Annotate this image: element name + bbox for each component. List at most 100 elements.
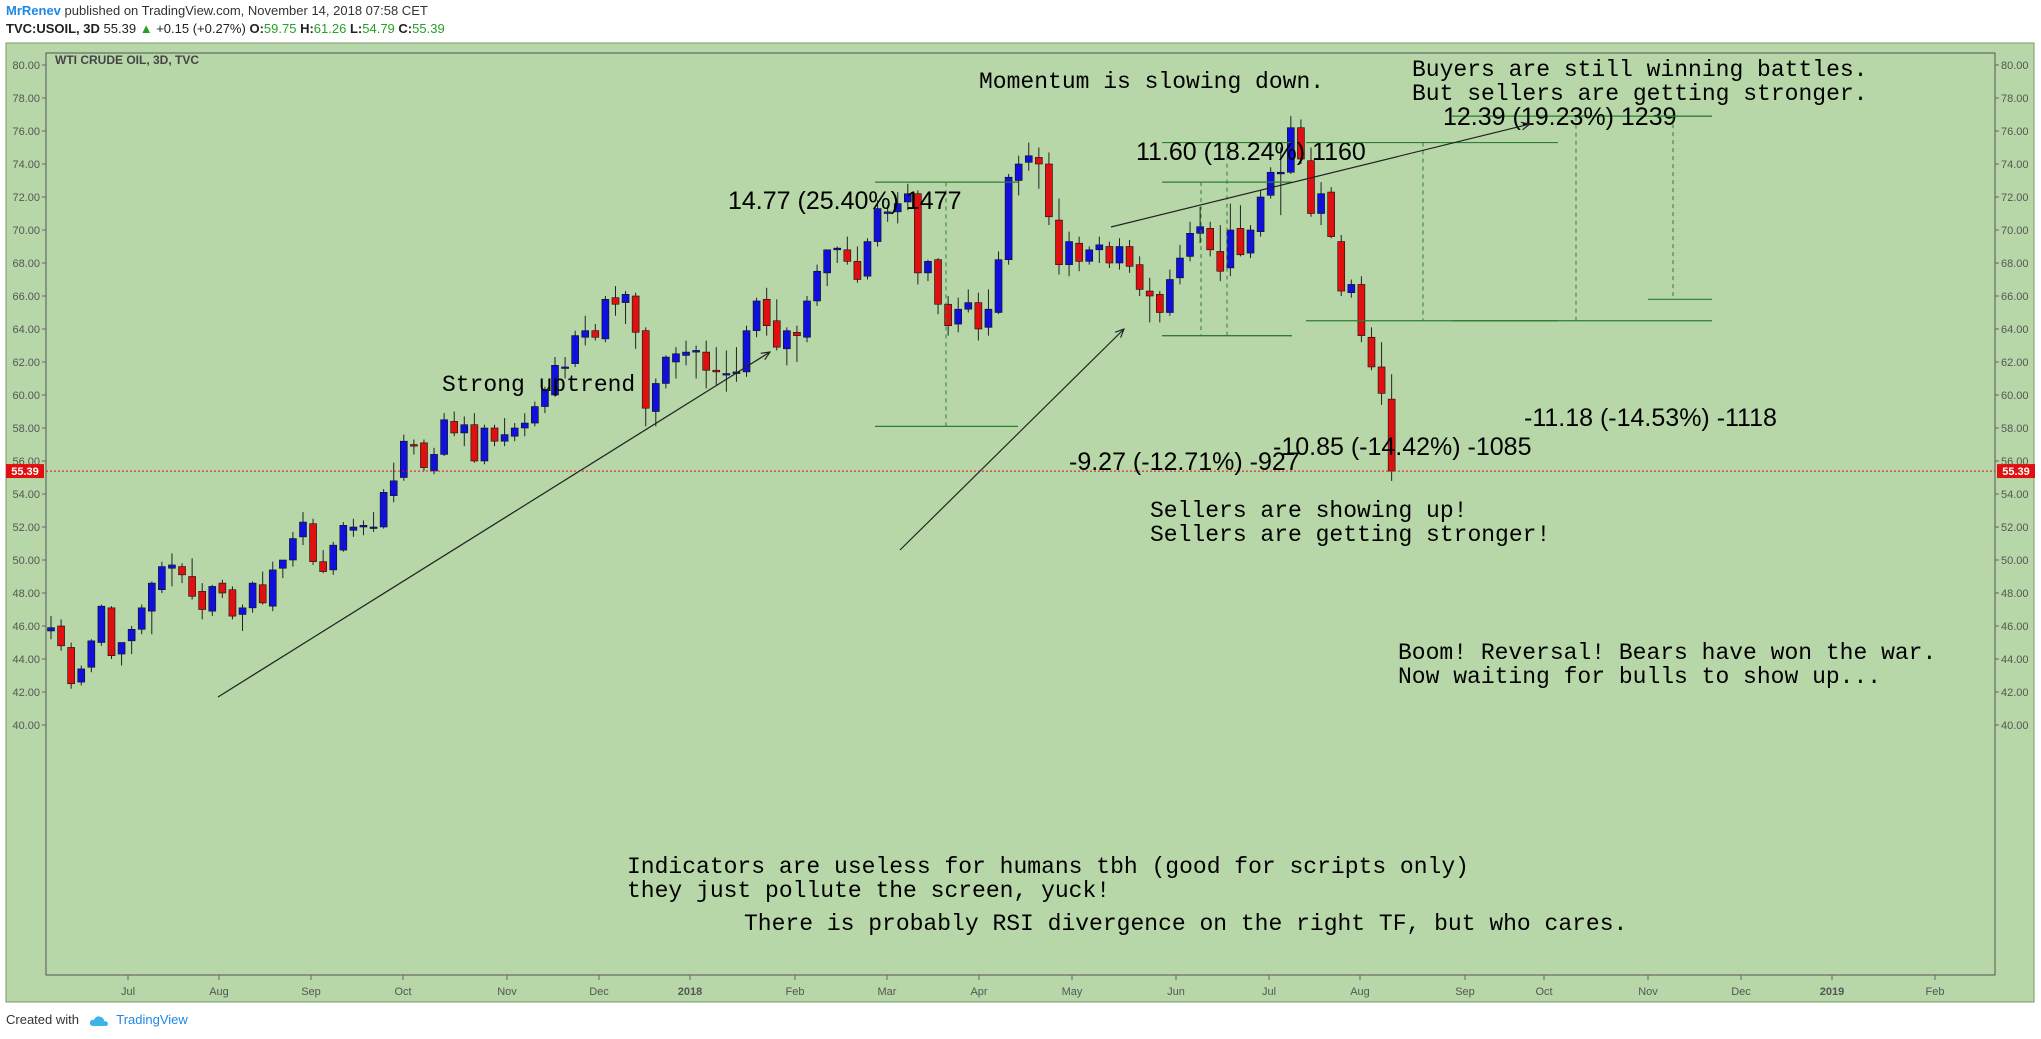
candle-body bbox=[621, 294, 630, 303]
candle bbox=[783, 327, 791, 366]
candle-body bbox=[722, 373, 731, 376]
candle-body bbox=[178, 566, 186, 576]
candle-body bbox=[1216, 251, 1225, 272]
author-link[interactable]: MrRenev bbox=[6, 3, 61, 18]
candle bbox=[127, 626, 136, 655]
tradingview-link[interactable]: TradingView bbox=[116, 1012, 188, 1027]
candle-body bbox=[581, 330, 590, 338]
chart-title: WTI CRUDE OIL, 3D, TVC bbox=[55, 53, 199, 67]
candle bbox=[1115, 238, 1124, 270]
candle bbox=[1125, 239, 1134, 273]
candle-body bbox=[823, 249, 831, 274]
x-tick-label: Oct bbox=[1535, 986, 1552, 998]
candle-body bbox=[198, 591, 206, 610]
y-tick-label: 62.00 bbox=[2001, 357, 2029, 369]
annotations: Momentum is slowing down. Buyers are stil… bbox=[442, 57, 1936, 937]
candle-body bbox=[379, 492, 388, 528]
candle bbox=[1297, 119, 1305, 164]
candle-body bbox=[1156, 294, 1164, 313]
price-chart[interactable]: WTI CRUDE OIL, 3D, TVC 40.00 40.00 42.00 42… bbox=[0, 40, 2041, 1005]
candle bbox=[1065, 231, 1073, 277]
candle bbox=[460, 416, 469, 447]
candle bbox=[994, 251, 1003, 315]
tradingview-cloud-icon bbox=[89, 1015, 108, 1026]
candle bbox=[1287, 116, 1295, 174]
last-price-badge-right bbox=[1997, 464, 2035, 479]
y-tick-label: 78.00 bbox=[12, 93, 40, 105]
candle bbox=[954, 297, 963, 333]
candle bbox=[944, 296, 952, 336]
measure-label: 14.77 (25.40%) 1477 bbox=[728, 187, 962, 215]
annotation-text: Sellers are getting stronger! bbox=[1150, 522, 1550, 548]
candle bbox=[258, 571, 267, 605]
publish-line: MrRenev published on TradingView.com, No… bbox=[6, 3, 428, 18]
y-tick-label: 68.00 bbox=[2001, 258, 2029, 270]
candle bbox=[1035, 147, 1043, 189]
candle-body bbox=[1145, 290, 1154, 297]
low-value: 54.79 bbox=[362, 21, 395, 36]
candle-body bbox=[490, 427, 499, 442]
candle bbox=[1307, 147, 1315, 217]
x-tick-label: Jul bbox=[1262, 986, 1276, 998]
candle bbox=[137, 604, 146, 635]
y-tick-label: 78.00 bbox=[2001, 93, 2029, 105]
candle bbox=[198, 583, 206, 620]
candle bbox=[893, 192, 902, 224]
candle bbox=[1095, 236, 1104, 263]
candle bbox=[410, 439, 418, 455]
y-tick-label: 48.00 bbox=[2001, 588, 2029, 600]
candle-body bbox=[87, 640, 96, 668]
candle-body bbox=[248, 582, 257, 609]
candle-body bbox=[1186, 233, 1194, 257]
y-tick-label: 40.00 bbox=[12, 720, 40, 732]
x-tick-label: 2019 bbox=[1820, 986, 1844, 998]
candle bbox=[793, 325, 801, 362]
candle-body bbox=[994, 259, 1003, 313]
candle-body bbox=[57, 625, 65, 647]
candle-body bbox=[127, 628, 136, 642]
candle-body bbox=[289, 538, 297, 561]
candle-body bbox=[228, 589, 237, 617]
candle-body bbox=[984, 308, 993, 328]
candle-body bbox=[531, 406, 539, 424]
candle-body bbox=[329, 544, 338, 571]
y-tick-label: 74.00 bbox=[12, 159, 40, 171]
x-tick-label: Sep bbox=[301, 986, 321, 998]
high-value: 61.26 bbox=[313, 21, 347, 36]
measure-tool: -11.18 (-14.53%) -1118 bbox=[1524, 115, 1777, 432]
plot-area[interactable] bbox=[45, 52, 1996, 976]
x-tick-label: Oct bbox=[394, 986, 411, 998]
candle-body bbox=[662, 356, 670, 384]
y-tick-label: 64.00 bbox=[12, 324, 40, 336]
close-value: 55.39 bbox=[412, 21, 445, 36]
candle bbox=[399, 434, 408, 481]
y-tick-label: 70.00 bbox=[2001, 225, 2029, 237]
candle bbox=[803, 296, 811, 343]
candle bbox=[863, 238, 872, 280]
candle bbox=[1105, 241, 1114, 268]
candle-body bbox=[158, 566, 166, 590]
candle-body bbox=[954, 308, 963, 325]
candle-body bbox=[1266, 171, 1275, 196]
candle bbox=[1176, 244, 1184, 285]
candle-body bbox=[974, 302, 983, 330]
candle bbox=[1156, 291, 1164, 323]
annotation-text: There is probably RSI divergence on the … bbox=[744, 911, 1627, 937]
y-tick-label: 60.00 bbox=[2001, 390, 2029, 402]
annotation-text: Strong uptrend bbox=[442, 372, 635, 398]
y-tick-label: 60.00 bbox=[12, 390, 40, 402]
candle-body bbox=[631, 295, 640, 333]
candle-body bbox=[399, 440, 408, 478]
candle bbox=[520, 413, 529, 437]
candle bbox=[722, 350, 731, 392]
candle bbox=[712, 347, 721, 386]
candle bbox=[1347, 279, 1356, 298]
candle-body bbox=[964, 302, 973, 310]
candle-body bbox=[1307, 160, 1315, 214]
candle bbox=[1337, 234, 1346, 296]
candle-body bbox=[1115, 246, 1124, 264]
candle-body bbox=[1317, 193, 1325, 214]
candle bbox=[883, 205, 892, 222]
measure-tool: -10.85 (-14.42%) -1085 bbox=[1273, 141, 1558, 461]
candle bbox=[77, 665, 86, 686]
